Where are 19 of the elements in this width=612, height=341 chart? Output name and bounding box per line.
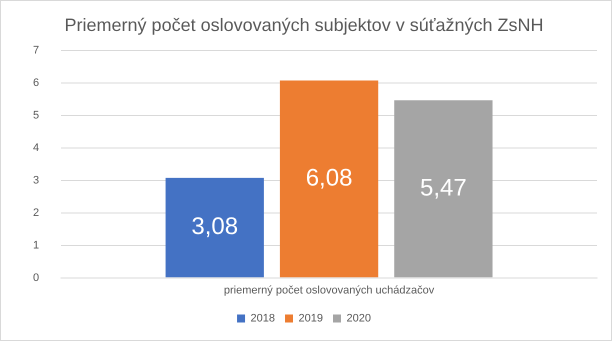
chart-title: Priemerný počet oslovovaných subjektov v súťažných ZsNH bbox=[64, 14, 544, 35]
data-label: 6,08 bbox=[306, 164, 352, 192]
bar bbox=[280, 80, 378, 278]
legend-label: 2018 bbox=[250, 312, 276, 325]
y-tick-label: 7 bbox=[32, 44, 40, 57]
y-tick-label: 4 bbox=[32, 142, 40, 154]
y-tick-label: 2 bbox=[32, 206, 40, 219]
data-label: 5,47 bbox=[420, 174, 467, 202]
y-tick-label: 1 bbox=[32, 239, 40, 252]
x-tick-label: priemerný počet oslovovaných uchádzačov bbox=[224, 284, 435, 296]
legend-label: 2020 bbox=[346, 312, 371, 325]
y-tick-label: 6 bbox=[32, 77, 40, 90]
legend-label: 2019 bbox=[298, 312, 323, 325]
data-label: 3,08 bbox=[191, 213, 238, 240]
y-tick-label: 5 bbox=[32, 110, 40, 122]
y-tick-label: 0 bbox=[32, 272, 40, 284]
y-tick-label: 3 bbox=[32, 174, 40, 186]
bar bbox=[166, 178, 264, 278]
bar bbox=[394, 100, 493, 278]
